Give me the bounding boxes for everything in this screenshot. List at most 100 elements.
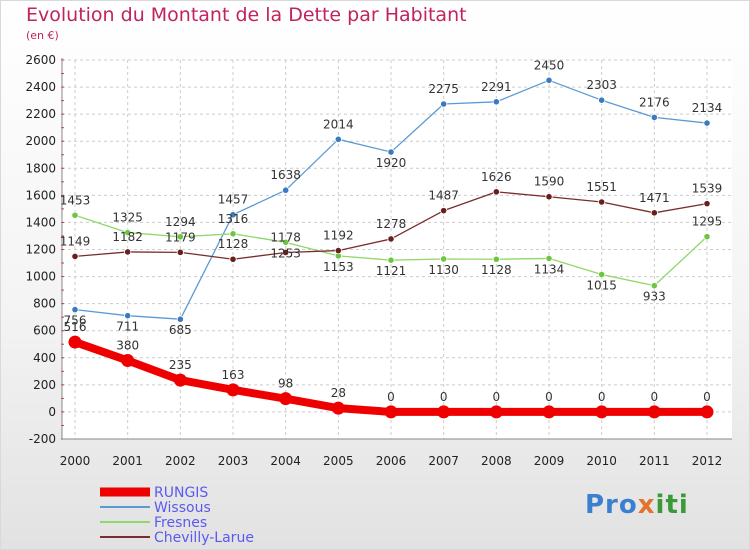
data-label-chevilly-larue: 1149: [60, 234, 91, 248]
series-lines: [68, 76, 714, 419]
y-tick-label: 1200: [25, 243, 56, 257]
data-label-wissous: 2134: [692, 101, 723, 115]
point-rungis: [121, 353, 135, 367]
data-label-fresnes: 1253: [270, 246, 301, 260]
data-label-fresnes: 1295: [692, 215, 723, 229]
point-wissous: [387, 148, 395, 156]
data-label-rungis: 380: [116, 338, 139, 352]
data-label-wissous: 756: [64, 314, 87, 328]
data-label-rungis: 28: [331, 386, 346, 400]
data-label-fresnes: 1153: [323, 260, 354, 274]
x-tick-label: 2000: [60, 454, 91, 468]
point-rungis: [700, 405, 714, 419]
data-label-fresnes: 933: [643, 290, 666, 304]
x-tick-label: 2011: [639, 454, 670, 468]
data-label-wissous: 1457: [218, 193, 249, 207]
y-tick-label: 1800: [25, 161, 56, 175]
x-tick-label: 2012: [692, 454, 723, 468]
data-label-rungis: 0: [493, 390, 501, 404]
point-wissous: [176, 315, 184, 323]
data-label-chevilly-larue: 1487: [428, 189, 459, 203]
point-rungis: [647, 405, 661, 419]
point-wissous: [492, 98, 500, 106]
point-wissous: [71, 305, 79, 314]
plot-area: [62, 60, 732, 439]
y-tick-label: 2000: [25, 134, 56, 148]
data-label-chevilly-larue: 1178: [270, 230, 301, 244]
point-rungis: [595, 405, 609, 419]
data-labels: 756 711 685 1457 1638 2014 1920 2275 2291 2450 230…: [60, 58, 723, 404]
x-tick-label: 2010: [586, 454, 617, 468]
data-label-rungis: 235: [169, 358, 192, 372]
y-tick-label: 800: [33, 297, 56, 311]
data-label-fresnes: 1015: [586, 279, 617, 293]
point-wissous: [282, 186, 290, 194]
point-rungis: [542, 405, 556, 419]
data-label-wissous: 2303: [586, 78, 617, 92]
y-tick-label: 1000: [25, 270, 56, 284]
point-fresnes: [71, 211, 79, 219]
point-chevilly-larue: [492, 188, 500, 196]
point-rungis: [68, 335, 82, 349]
data-label-chevilly-larue: 1179: [165, 230, 196, 244]
x-tick-label: 2003: [218, 454, 249, 468]
point-fresnes: [492, 255, 500, 263]
point-wissous: [229, 211, 237, 219]
legend-label-rungis: RUNGIS: [154, 485, 208, 501]
point-rungis: [489, 405, 503, 419]
y-tick-label: 2600: [25, 53, 56, 67]
chart-title: Evolution du Montant de la Dette par Hab…: [26, 4, 467, 26]
legend-label-wissous: Wissous: [154, 500, 211, 516]
point-chevilly-larue: [440, 207, 448, 215]
data-label-fresnes: 1453: [60, 193, 91, 207]
data-label-rungis: 163: [222, 368, 245, 382]
point-fresnes: [598, 270, 606, 279]
x-tick-label: 2009: [534, 454, 565, 468]
data-label-fresnes: 1294: [165, 215, 196, 229]
y-tick-label: -200: [29, 432, 56, 446]
data-label-chevilly-larue: 1590: [534, 175, 565, 189]
data-label-fresnes: 1316: [218, 212, 249, 226]
data-label-chevilly-larue: 1192: [323, 229, 354, 243]
data-label-fresnes: 1325: [112, 211, 143, 225]
data-label-rungis: 0: [598, 390, 606, 404]
grid: [62, 59, 732, 440]
point-rungis: [437, 405, 451, 419]
point-chevilly-larue: [387, 235, 395, 243]
x-tick-label: 2005: [323, 454, 354, 468]
data-label-wissous: 2291: [481, 80, 512, 94]
point-wissous: [124, 312, 132, 320]
data-label-fresnes: 1134: [534, 262, 565, 276]
y-tick-label: 0: [48, 405, 56, 419]
y-tick-label: 600: [33, 324, 56, 338]
data-label-rungis: 516: [64, 320, 87, 334]
point-wissous: [334, 135, 342, 143]
legend-label-chevilly-larue: Chevilly-Larue: [154, 530, 254, 546]
point-wissous: [650, 113, 658, 121]
point-fresnes: [703, 233, 711, 241]
data-label-wissous: 1638: [270, 168, 301, 182]
data-label-wissous: 1920: [376, 156, 407, 170]
point-fresnes: [650, 282, 658, 290]
point-wissous: [598, 96, 606, 104]
data-label-rungis: 0: [703, 390, 711, 404]
point-fresnes: [545, 254, 553, 263]
point-rungis: [226, 383, 240, 397]
data-label-wissous: 2450: [534, 58, 565, 72]
data-label-wissous: 685: [169, 323, 192, 337]
point-wissous: [545, 76, 553, 84]
point-fresnes: [229, 230, 237, 238]
proxiti-logo: Proxiti: [585, 490, 689, 520]
point-chevilly-larue: [598, 198, 606, 206]
data-label-chevilly-larue: 1278: [376, 217, 407, 231]
y-tick-label: 400: [33, 351, 56, 365]
point-rungis: [384, 405, 398, 419]
point-rungis: [279, 392, 293, 406]
data-label-chevilly-larue: 1539: [692, 182, 723, 196]
data-label-chevilly-larue: 1128: [218, 237, 249, 251]
point-chevilly-larue: [176, 248, 184, 256]
legend-label-fresnes: Fresnes: [154, 515, 207, 531]
point-chevilly-larue: [282, 248, 290, 257]
